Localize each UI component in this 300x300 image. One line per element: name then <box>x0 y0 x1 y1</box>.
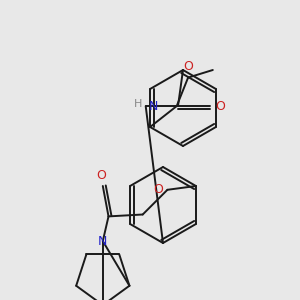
Text: O: O <box>154 183 164 196</box>
Text: O: O <box>96 169 106 182</box>
Text: H: H <box>134 99 143 109</box>
Text: N: N <box>98 235 107 248</box>
Text: O: O <box>215 100 225 112</box>
Text: N: N <box>149 100 158 112</box>
Text: O: O <box>183 60 193 73</box>
